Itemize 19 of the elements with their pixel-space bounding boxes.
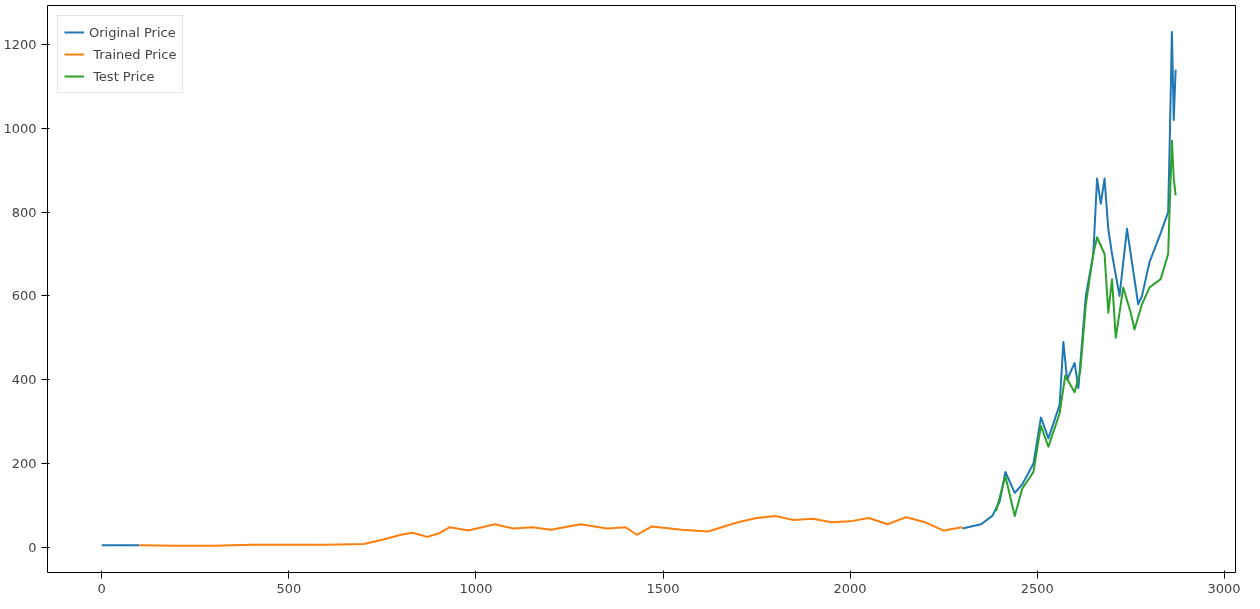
x-tick-label: 2500	[1020, 580, 1054, 596]
y-tick-label: 400	[11, 372, 37, 388]
x-tick-label: 3000	[1207, 580, 1241, 596]
y-tick-label: 0	[28, 539, 37, 555]
line-series	[995, 139, 1177, 517]
y-tick-label: 600	[11, 288, 37, 304]
x-tick-label: 2000	[833, 580, 867, 596]
legend-label: Original Price	[89, 24, 176, 40]
y-tick-label: 1200	[3, 36, 37, 52]
x-tick-label: 1000	[459, 580, 493, 596]
legend-label: Trained Price	[92, 46, 177, 62]
y-tick-label: 1000	[3, 120, 37, 136]
x-tick-label: 500	[276, 580, 302, 596]
legend-label: Test Price	[92, 68, 155, 84]
line-series	[138, 514, 964, 547]
x-tick-label: 1500	[646, 580, 680, 596]
y-tick-label: 800	[11, 204, 37, 220]
y-tick-label: 200	[11, 456, 37, 472]
x-tick-label: 0	[97, 580, 106, 596]
